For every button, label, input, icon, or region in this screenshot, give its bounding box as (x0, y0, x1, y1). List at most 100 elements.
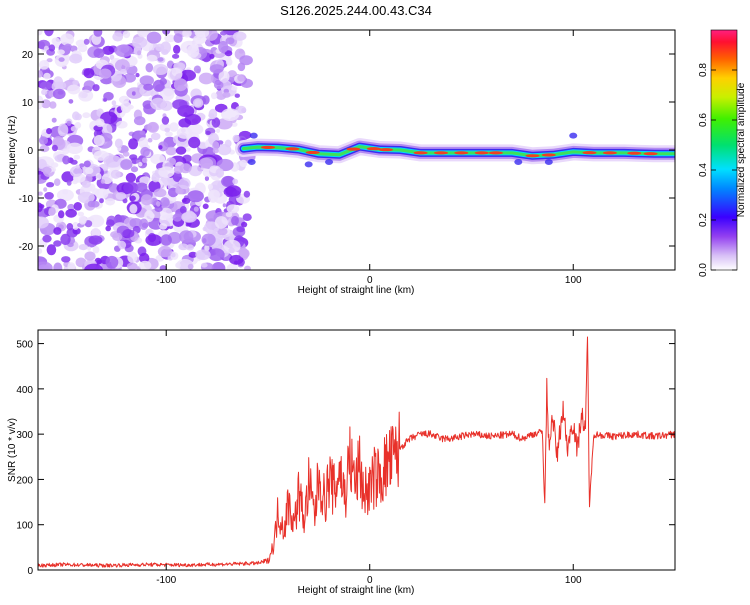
noise-blob (66, 223, 74, 231)
noise-blob (114, 44, 133, 58)
noise-blob (215, 168, 225, 178)
noise-blob (239, 248, 250, 259)
noise-blob (83, 68, 95, 79)
noise-blob (116, 120, 128, 129)
noise-blob (232, 134, 240, 143)
noise-blob (130, 166, 139, 173)
ridge-spike (249, 132, 258, 139)
snr-ytick-label: 100 (16, 521, 33, 532)
noise-blob (91, 227, 101, 238)
noise-blob (92, 246, 100, 254)
colorbar-tick-label: 0.0 (698, 263, 709, 277)
noise-blob (207, 183, 213, 190)
noise-blob (105, 225, 111, 232)
noise-blob (122, 151, 130, 157)
noise-blob (131, 91, 136, 96)
noise-blob (223, 239, 241, 253)
noise-blob (209, 64, 224, 74)
noise-blob (205, 130, 212, 136)
noise-blob (111, 100, 117, 106)
noise-blob (122, 229, 135, 238)
noise-blob (53, 262, 63, 270)
snr-ytick-label: 500 (16, 340, 33, 351)
noise-blob (62, 155, 70, 165)
noise-blob (69, 53, 83, 64)
noise-blob (173, 44, 181, 54)
noise-blob (39, 204, 45, 209)
noise-blob (194, 30, 210, 38)
noise-blob (232, 178, 239, 185)
noise-blob (58, 210, 65, 219)
noise-blob (222, 92, 231, 98)
noise-blob (38, 60, 50, 70)
noise-blob (139, 252, 150, 264)
snr-plot-area (38, 330, 675, 570)
spec-xtick-label: 0 (367, 275, 373, 286)
noise-blob (138, 162, 143, 167)
noise-blob (181, 197, 191, 204)
noise-blob (230, 86, 238, 91)
noise-blob (95, 172, 102, 181)
noise-blob (226, 263, 238, 270)
noise-blob (67, 84, 81, 95)
noise-blob (38, 159, 47, 170)
noise-blob (87, 246, 91, 251)
snr-line (38, 336, 675, 568)
noise-blob (198, 72, 214, 85)
spectrogram-ylabel: Frequency (Hz) (7, 116, 18, 185)
noise-blob (179, 230, 194, 244)
noise-blob (153, 188, 167, 198)
noise-blob (101, 123, 113, 136)
noise-blob (127, 251, 138, 263)
noise-blob (38, 70, 43, 78)
snr-xtick-label: 100 (565, 575, 582, 586)
noise-blob (123, 73, 136, 83)
ridge-peak (643, 152, 658, 156)
noise-blob (93, 48, 105, 59)
ridge-spike (304, 161, 313, 168)
noise-blob (68, 99, 74, 104)
colorbar-tick-label: 0.6 (698, 113, 709, 127)
noise-blob (160, 100, 173, 111)
ridge-peak (582, 151, 597, 155)
noise-blob (140, 194, 153, 206)
noise-blob (224, 139, 232, 148)
noise-blob (220, 80, 232, 92)
snr-ytick-label: 0 (27, 566, 33, 577)
noise-blob (78, 244, 89, 251)
noise-blob (192, 98, 204, 108)
spec-xtick-label: -100 (156, 275, 176, 286)
ridge-spike (569, 132, 578, 139)
noise-blob (43, 45, 49, 52)
noise-blob (84, 220, 93, 228)
noise-blob (231, 215, 239, 226)
noise-blob (161, 116, 170, 125)
noise-blob (216, 158, 234, 172)
noise-blob (100, 179, 106, 184)
snr-xtick-label: -100 (156, 575, 176, 586)
noise-blob (75, 257, 87, 268)
noise-blob (133, 116, 146, 126)
spec-ytick-label: -20 (19, 242, 34, 253)
noise-blob (114, 138, 123, 149)
noise-blob (123, 181, 139, 194)
noise-blob (140, 146, 150, 157)
noise-blob (139, 75, 154, 86)
noise-blob (181, 211, 198, 223)
noise-blob (225, 58, 233, 66)
noise-blob (187, 190, 204, 203)
noise-blob (106, 219, 115, 227)
noise-blob (165, 146, 177, 156)
noise-blob (48, 44, 56, 52)
noise-blob (52, 136, 64, 147)
snr-panel: -100 0 100 0 100 200 300 400 500 Height of strai… (7, 329, 676, 596)
noise-blob (57, 81, 67, 89)
noise-blob (178, 177, 191, 190)
noise-blob (142, 157, 148, 163)
noise-blob (51, 167, 57, 172)
ridge-peak (261, 145, 275, 149)
noise-blob (165, 131, 173, 137)
noise-blob (95, 188, 109, 200)
